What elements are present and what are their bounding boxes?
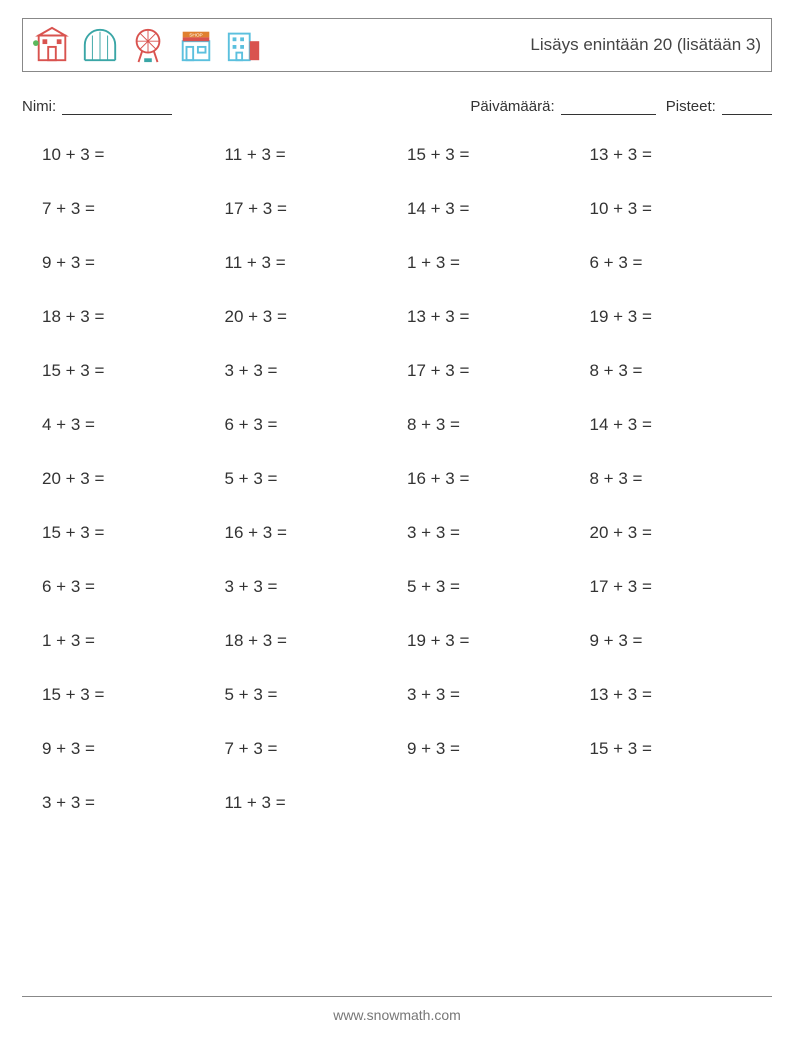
problem-cell: 8 + 3 = [590,469,773,489]
problem-cell: 7 + 3 = [42,199,225,219]
icon-row: SHOP [33,26,263,64]
problem-cell: 15 + 3 = [590,739,773,759]
problem-cell: 19 + 3 = [407,631,590,651]
problem-cell: 16 + 3 = [225,523,408,543]
problem-cell: 16 + 3 = [407,469,590,489]
problem-cell: 11 + 3 = [225,145,408,165]
date-blank [561,114,656,115]
problem-cell: 9 + 3 = [407,739,590,759]
problem-cell: 17 + 3 = [225,199,408,219]
arch-icon [81,26,119,64]
problem-cell: 18 + 3 = [42,307,225,327]
problem-cell: 7 + 3 = [225,739,408,759]
problem-cell: 3 + 3 = [42,793,225,813]
problem-cell: 17 + 3 = [407,361,590,381]
problem-cell: 6 + 3 = [590,253,773,273]
problem-cell: 15 + 3 = [42,685,225,705]
problem-cell: 13 + 3 = [590,145,773,165]
score-blank [722,114,772,115]
date-label: Päivämäärä: [470,98,554,115]
apartment-icon [225,26,263,64]
problem-cell: 5 + 3 = [407,577,590,597]
shop-icon: SHOP [177,26,215,64]
problem-cell: 1 + 3 = [42,631,225,651]
problem-cell: 8 + 3 = [590,361,773,381]
problem-cell: 8 + 3 = [407,415,590,435]
problem-cell: 5 + 3 = [225,685,408,705]
problem-cell: 9 + 3 = [590,631,773,651]
problem-cell: 13 + 3 = [407,307,590,327]
problem-cell: 15 + 3 = [42,523,225,543]
problem-cell: 3 + 3 = [225,361,408,381]
problems-grid: 10 + 3 =11 + 3 =15 + 3 =13 + 3 =7 + 3 =1… [22,145,772,813]
info-row: Nimi: Päivämäärä: Pisteet: [22,98,772,115]
problem-cell: 19 + 3 = [590,307,773,327]
problem-cell: 4 + 3 = [42,415,225,435]
problem-cell: 10 + 3 = [42,145,225,165]
problem-cell: 10 + 3 = [590,199,773,219]
svg-text:SHOP: SHOP [189,32,202,38]
name-label: Nimi: [22,98,56,115]
problem-cell: 14 + 3 = [590,415,773,435]
problem-cell: 18 + 3 = [225,631,408,651]
worksheet-title: Lisäys enintään 20 (lisätään 3) [530,35,761,55]
header-box: SHOP Lisäys enintään 20 (lisätään 3) [22,18,772,72]
problem-cell: 9 + 3 = [42,253,225,273]
ferris-wheel-icon [129,26,167,64]
problem-cell: 6 + 3 = [225,415,408,435]
problem-cell: 3 + 3 = [407,523,590,543]
problem-cell: 15 + 3 = [42,361,225,381]
problem-cell: 20 + 3 = [225,307,408,327]
score-label: Pisteet: [666,98,716,115]
problem-cell: 1 + 3 = [407,253,590,273]
problem-cell: 15 + 3 = [407,145,590,165]
problem-cell: 20 + 3 = [42,469,225,489]
problem-cell: 17 + 3 = [590,577,773,597]
problem-cell: 13 + 3 = [590,685,773,705]
problem-cell: 5 + 3 = [225,469,408,489]
name-blank [62,114,172,115]
problem-cell: 9 + 3 = [42,739,225,759]
footer-text: www.snowmath.com [0,1007,794,1023]
problem-cell: 14 + 3 = [407,199,590,219]
problem-cell: 11 + 3 = [225,793,408,813]
problem-cell: 3 + 3 = [407,685,590,705]
problem-cell: 3 + 3 = [225,577,408,597]
building-icon [33,26,71,64]
problem-cell: 20 + 3 = [590,523,773,543]
footer-line [22,996,772,997]
problem-cell: 11 + 3 = [225,253,408,273]
problem-cell: 6 + 3 = [42,577,225,597]
